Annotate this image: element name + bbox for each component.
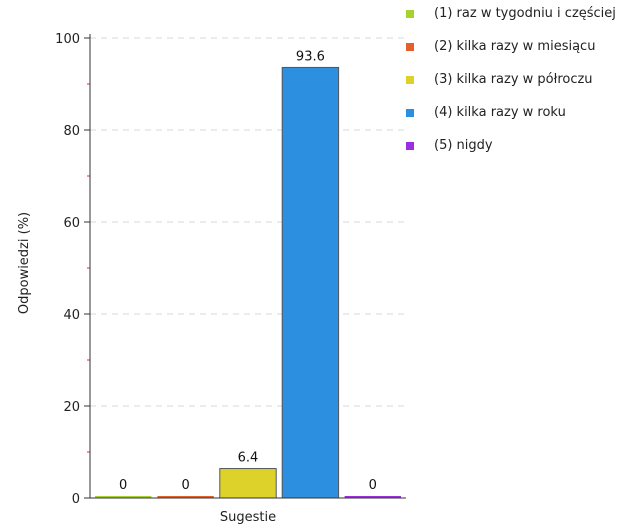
legend-label: (1) raz w tygodniu i częściej	[434, 6, 616, 21]
y-tick-label: 60	[63, 216, 80, 231]
legend: (1) raz w tygodniu i częściej (2) kilka r…	[406, 6, 618, 171]
legend-label: (5) nigdy	[434, 138, 493, 153]
legend-swatch	[406, 43, 414, 51]
data-labels: 0 0 6.4 93.6 0	[119, 49, 377, 493]
bar-chart: 0 20 40 60 80 100 0 0 6.4 93.6 0 Odpowiedzi (%) S…	[17, 32, 406, 525]
x-axis-category-label: Sugestie	[220, 510, 276, 525]
y-tick-label: 0	[72, 492, 80, 507]
legend-label: (3) kilka razy w półroczu	[434, 72, 593, 87]
bar-series-4	[281, 66, 340, 499]
data-label-series-2: 0	[181, 478, 189, 493]
legend-swatch	[406, 109, 414, 117]
legend-swatch	[406, 142, 414, 150]
y-tick-label: 80	[63, 124, 80, 139]
bar-series-2	[157, 496, 214, 498]
legend-swatch	[406, 76, 414, 84]
y-tick-label: 100	[55, 32, 80, 47]
legend-item-3: (3) kilka razy w półroczu	[406, 72, 618, 88]
data-label-series-3: 6.4	[238, 451, 259, 466]
y-axis-title: Odpowiedzi (%)	[17, 212, 32, 314]
data-label-series-1: 0	[119, 478, 127, 493]
bars	[95, 66, 401, 499]
legend-label: (4) kilka razy w roku	[434, 105, 566, 120]
bar-series-3	[219, 468, 277, 499]
y-tick-label: 40	[63, 308, 80, 323]
data-label-series-5: 0	[369, 478, 377, 493]
data-label-series-4: 93.6	[296, 49, 325, 64]
legend-label: (2) kilka razy w miesiącu	[434, 39, 596, 54]
bar-series-5	[344, 496, 401, 498]
legend-item-1: (1) raz w tygodniu i częściej	[406, 6, 618, 22]
legend-item-5: (5) nigdy	[406, 138, 618, 154]
y-axis: 0 20 40 60 80 100	[55, 32, 406, 507]
legend-swatch	[406, 10, 414, 18]
legend-item-4: (4) kilka razy w roku	[406, 105, 618, 121]
y-tick-label: 20	[63, 400, 80, 415]
legend-item-2: (2) kilka razy w miesiącu	[406, 39, 618, 55]
bar-series-1	[95, 496, 152, 498]
gridlines	[90, 37, 406, 407]
